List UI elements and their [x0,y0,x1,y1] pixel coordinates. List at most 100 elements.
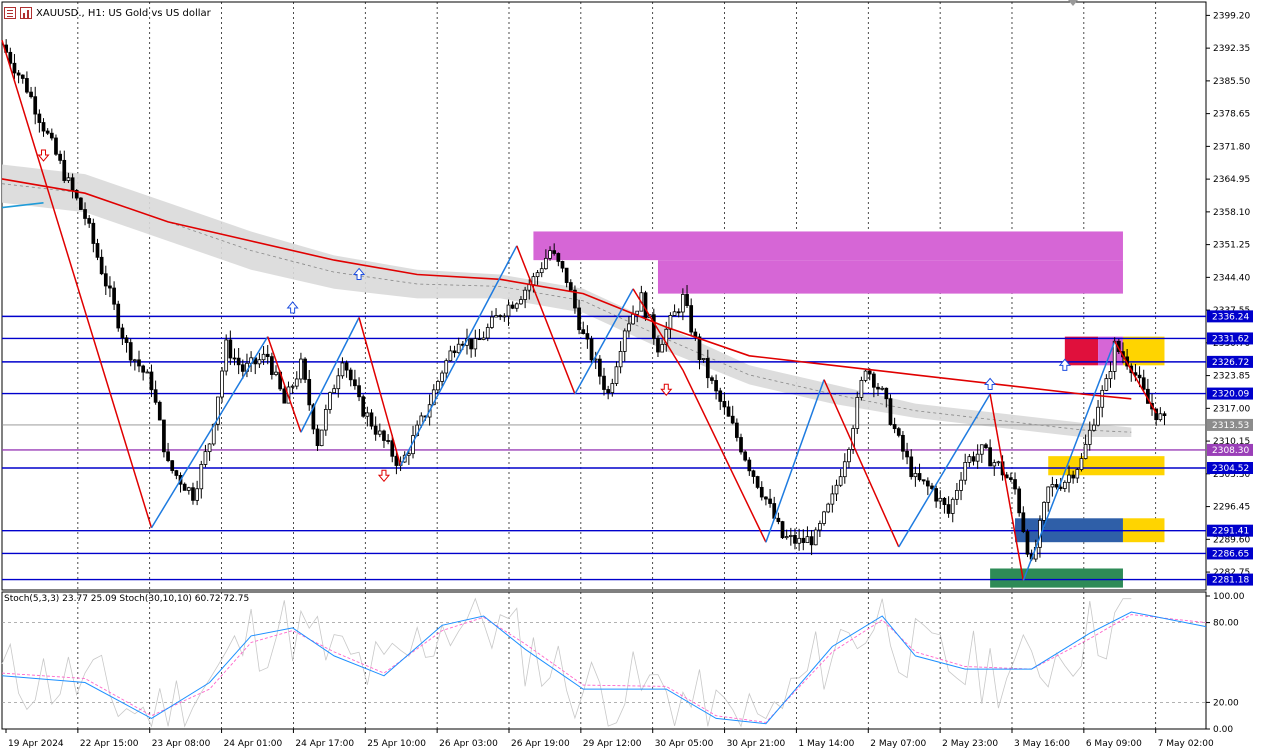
candle [855,397,860,429]
candle [1050,484,1055,488]
arrow-down-icon [37,149,50,162]
candle [510,304,515,309]
candle [519,299,523,305]
candle [186,487,191,491]
candle [984,444,988,449]
time-label: 30 Apr 21:00 [727,739,786,749]
bar-chart-icon[interactable] [20,7,32,19]
candle [552,250,557,254]
candle [730,415,735,424]
candle [560,261,565,269]
candle [556,253,561,262]
candle [232,357,237,360]
zone-red [1064,336,1099,366]
candle [170,460,175,471]
candle [581,329,586,334]
candle [141,365,146,373]
candle [1108,371,1113,380]
candle [99,256,104,275]
price-tick-label: 2344.40 [1213,273,1250,283]
candle [16,72,21,76]
candle [884,387,889,400]
candle [618,350,623,368]
candle [452,350,457,354]
price-tick-label: 2392.35 [1213,44,1250,54]
candle [1042,501,1046,521]
candle [174,470,179,476]
candle [950,498,955,514]
candle [925,480,930,487]
candle [361,396,366,417]
menu-icon[interactable] [4,7,16,19]
level-price-tag [1207,524,1253,537]
candle [622,330,627,352]
level-price-label: 2336.24 [1212,312,1249,322]
candle [597,358,602,377]
candle [656,338,660,353]
time-label: 30 Apr 05:00 [655,739,714,749]
candle [867,370,872,375]
candle [1067,474,1071,483]
price-tick-label: 2371.80 [1213,142,1250,152]
zigzag-segment [574,288,634,395]
candle [1079,458,1084,470]
level-price-tag [1207,332,1253,345]
arrow-up-icon [984,377,997,390]
candle [220,370,224,398]
candle [261,353,266,361]
candle [739,437,743,453]
candle [606,389,611,394]
candle [863,370,868,381]
candle [668,315,673,330]
candle [859,380,864,398]
candle [386,440,390,442]
candle [128,342,133,361]
candle [315,428,320,447]
zigzag-segment [1022,341,1116,581]
candle [1137,374,1142,379]
time-label: 26 Apr 03:00 [439,739,498,749]
candle [365,412,370,417]
candle [145,371,150,374]
level-price-label: 2281.18 [1212,576,1249,586]
candle [793,534,797,544]
candle [697,336,702,360]
candle [788,534,793,537]
candle [901,434,905,452]
chart-shift-marker-icon[interactable] [1068,0,1078,6]
candle [685,294,689,306]
candle [842,461,847,478]
candle [523,289,527,300]
candle [33,96,38,115]
zigzag-segment [358,317,402,466]
candle [120,327,125,339]
zigzag-segment [516,245,576,395]
candle [137,359,141,367]
candle [45,130,50,134]
candle [444,360,449,374]
level-price-label: 2286.65 [1212,549,1249,559]
candle [62,159,67,181]
zigzag-segment [682,369,767,543]
candle [149,371,154,391]
candle [635,310,640,315]
zigzag-segment [898,393,991,548]
candle [905,450,909,458]
zigzag-segment [765,379,825,543]
zigzag-segment [823,379,900,548]
arrow-down-icon [660,383,673,397]
candle [133,359,137,362]
candle [531,276,536,286]
candle [311,404,316,430]
candle [610,383,615,394]
candle [535,272,540,278]
candle [1009,477,1013,480]
level-price-label: 2291.41 [1212,527,1249,537]
arrow-up-icon [1058,358,1071,371]
candle [340,362,345,377]
candle [348,369,353,381]
candle [564,267,569,283]
candle [996,461,1001,464]
candle [735,422,739,438]
